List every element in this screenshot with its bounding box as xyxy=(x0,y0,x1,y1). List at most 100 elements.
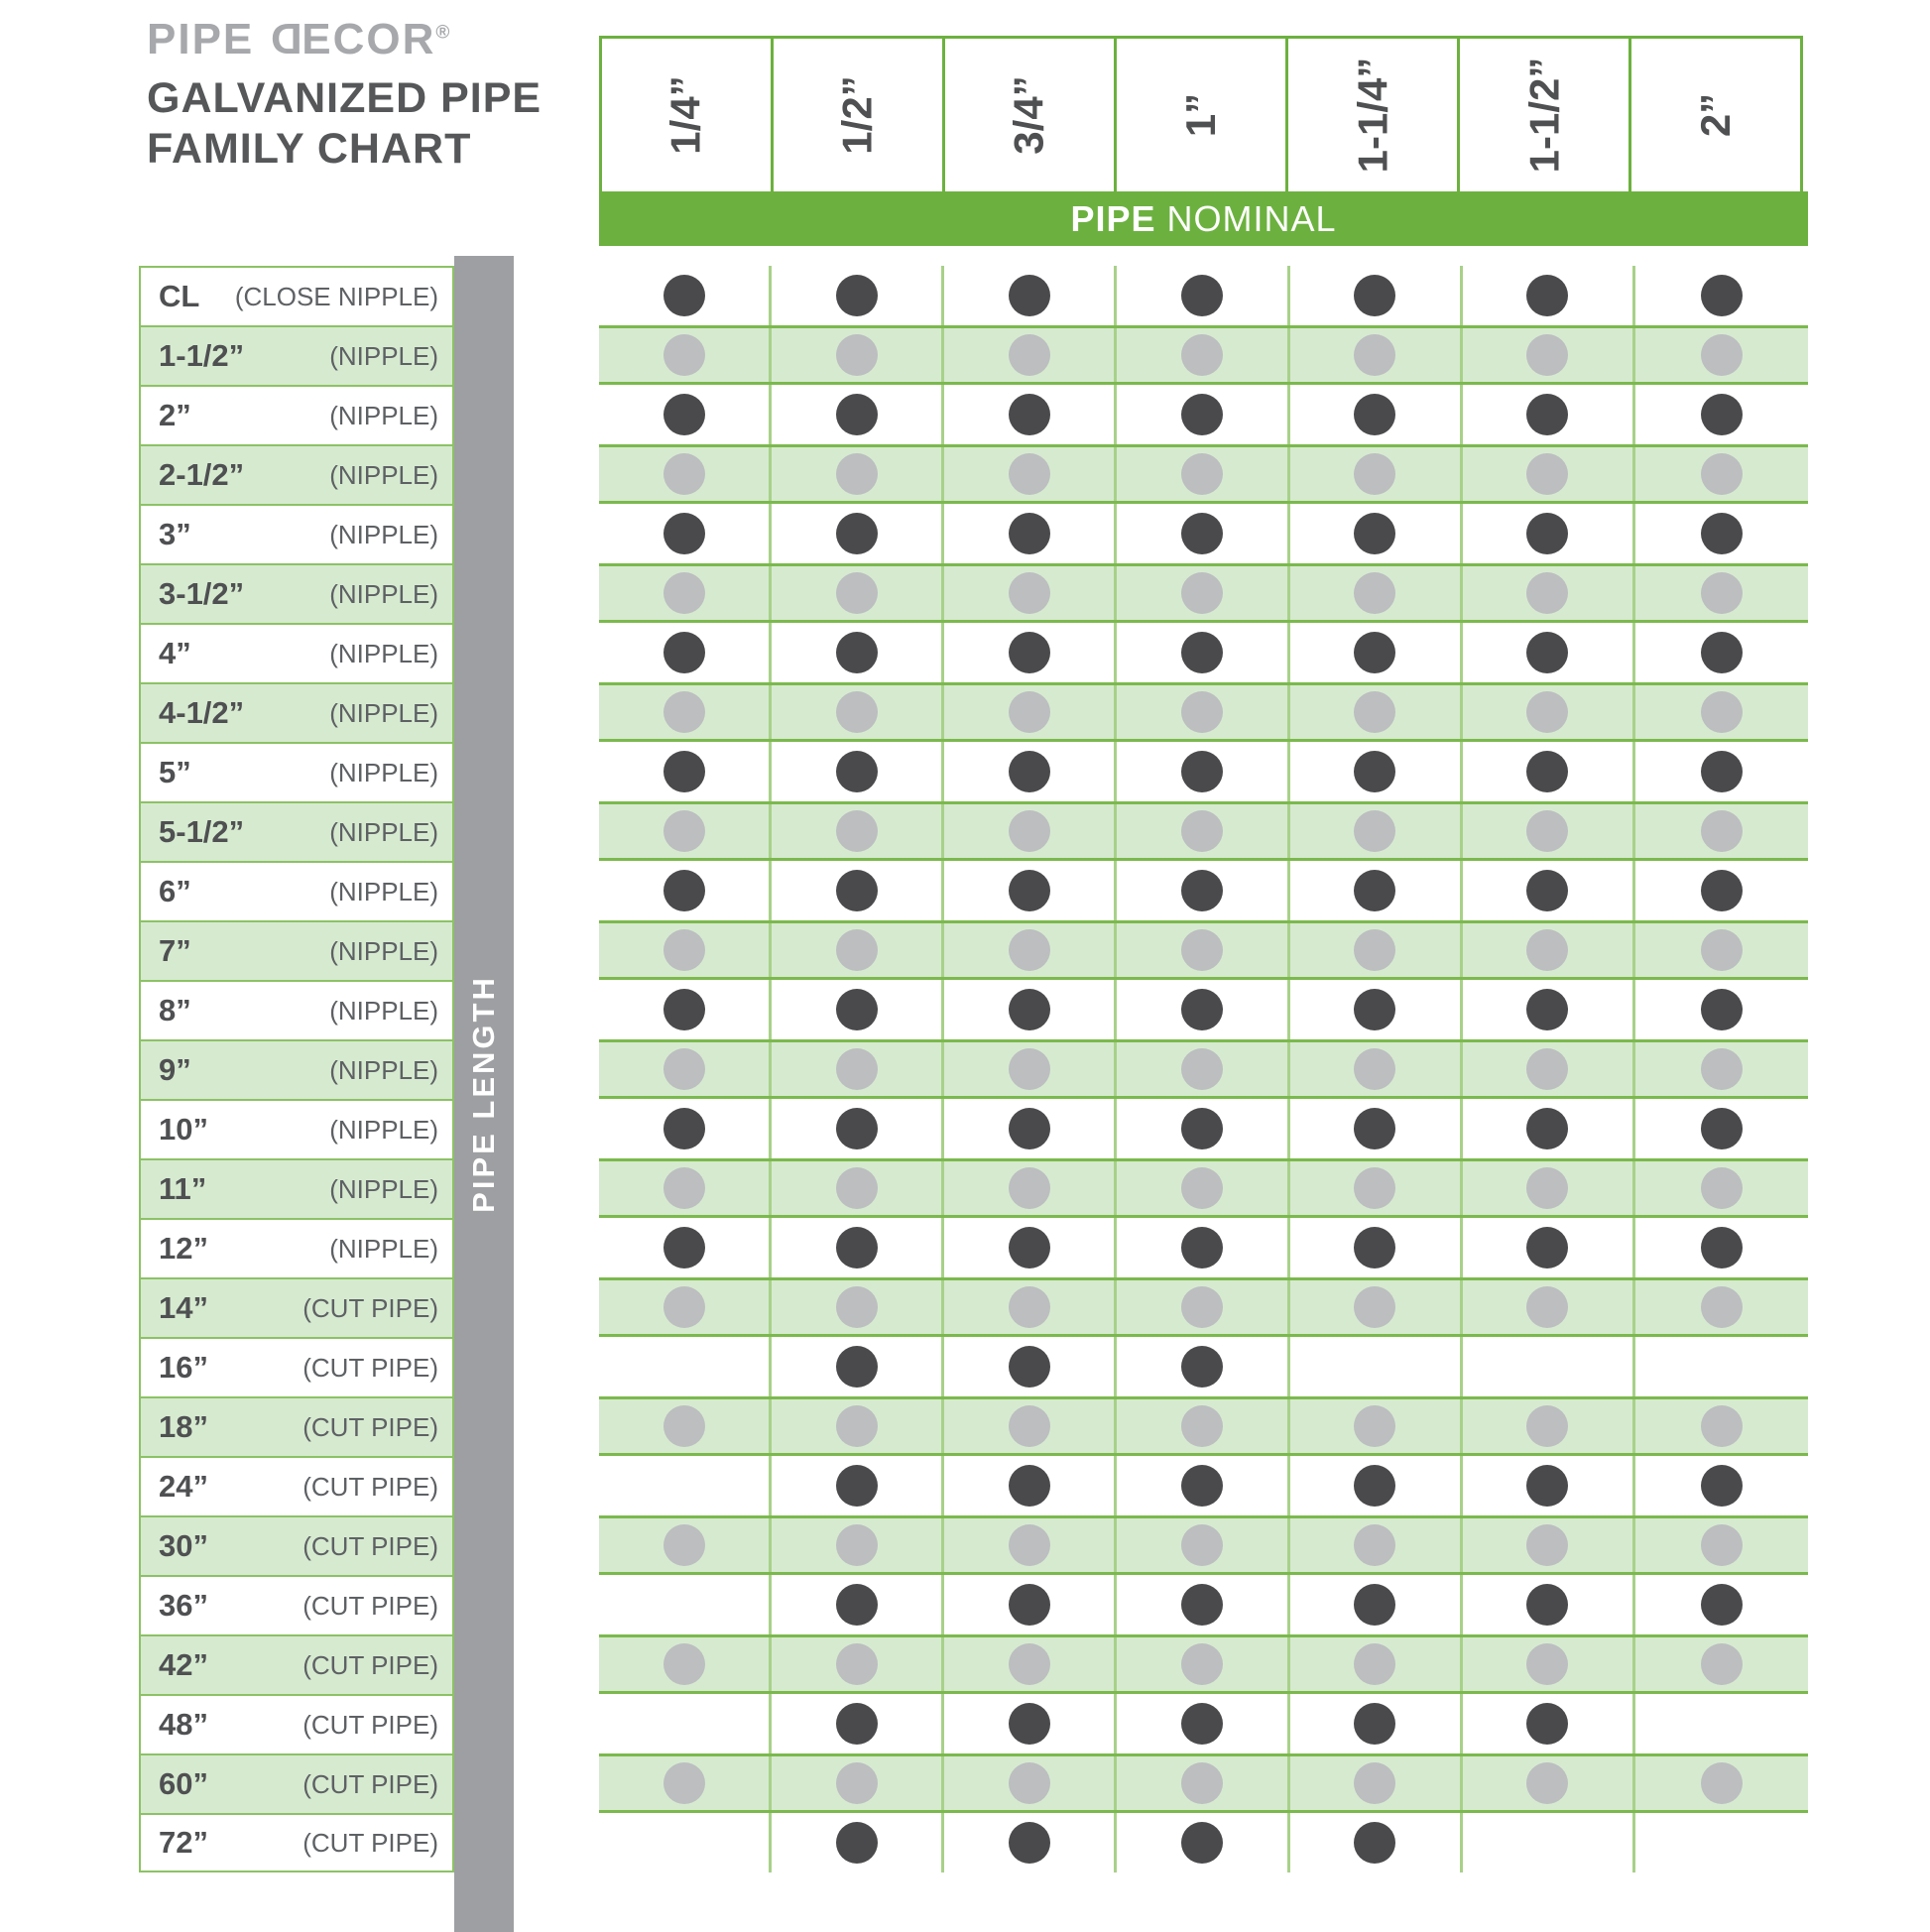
matrix-row xyxy=(599,980,1808,1039)
matrix-cell xyxy=(1290,1694,1463,1753)
row-label-size: 3” xyxy=(159,517,191,551)
availability-dot-icon xyxy=(835,334,878,376)
matrix-cell xyxy=(1290,980,1463,1039)
availability-dot-icon xyxy=(835,453,878,495)
matrix-cell xyxy=(1635,1399,1808,1453)
matrix-cell xyxy=(599,742,773,801)
matrix-cell xyxy=(1635,1637,1808,1691)
matrix-cell xyxy=(944,861,1118,920)
matrix-cell xyxy=(1463,1218,1635,1277)
availability-dot-icon xyxy=(663,751,705,792)
row-label-kind: (CUT PIPE) xyxy=(302,1768,438,1799)
matrix-cell xyxy=(772,742,945,801)
availability-empty xyxy=(1700,1286,1743,1328)
row-label: 5” (NIPPLE) xyxy=(139,742,454,801)
matrix-cell xyxy=(1117,1042,1290,1096)
matrix-cell xyxy=(772,1399,945,1453)
availability-dot-icon xyxy=(1008,1465,1050,1507)
column-header-2: 1/2” xyxy=(771,36,945,194)
availability-dot-icon xyxy=(1526,572,1569,614)
availability-dot-icon xyxy=(1354,1703,1396,1745)
row-label: 3” (NIPPLE) xyxy=(139,504,454,563)
row-label-kind: (NIPPLE) xyxy=(329,459,438,490)
row-label: 1-1/2” (NIPPLE) xyxy=(139,325,454,385)
matrix-cell xyxy=(1635,1280,1808,1334)
matrix-cell xyxy=(599,685,773,739)
availability-dot-icon xyxy=(1180,751,1223,792)
row-label-kind: (CUT PIPE) xyxy=(302,1827,438,1858)
matrix-cell xyxy=(1635,980,1808,1039)
matrix-cell xyxy=(1290,1218,1463,1277)
matrix-cell xyxy=(1635,804,1808,858)
availability-dot-icon xyxy=(835,394,878,435)
matrix-cell xyxy=(1290,266,1463,325)
availability-dot-icon xyxy=(1354,751,1396,792)
matrix-row xyxy=(599,1277,1808,1337)
availability-dot-icon xyxy=(835,1048,878,1090)
matrix-cell xyxy=(944,1694,1118,1753)
matrix-row xyxy=(599,1575,1808,1634)
matrix-cell xyxy=(1463,1637,1635,1691)
availability-empty xyxy=(663,1286,705,1328)
pipe-nominal-axis-label-rest: NOMINAL xyxy=(1155,197,1337,239)
availability-dot-icon xyxy=(1354,1227,1396,1268)
availability-dot-icon xyxy=(835,513,878,554)
column-header-5: 1-1/4” xyxy=(1285,36,1460,194)
row-label-size: 2-1/2” xyxy=(159,457,245,492)
row-label: 60” (CUT PIPE) xyxy=(139,1753,454,1813)
matrix-cell xyxy=(1635,1218,1808,1277)
row-label-column: CL (CLOSE NIPPLE) 1-1/2” (NIPPLE) 2” (NIPPLE)… xyxy=(139,266,454,1872)
availability-dot-icon xyxy=(835,1346,878,1388)
availability-dot-icon xyxy=(1008,1286,1050,1328)
matrix-cell xyxy=(944,1337,1118,1396)
availability-dot-icon xyxy=(1526,513,1569,554)
matrix-cell xyxy=(1117,504,1290,563)
availability-empty xyxy=(1526,334,1569,376)
matrix-cell xyxy=(772,504,945,563)
matrix-cell xyxy=(1463,1456,1635,1515)
matrix-cell xyxy=(599,1694,773,1753)
matrix-row xyxy=(599,1337,1808,1396)
availability-dot-icon xyxy=(1180,453,1223,495)
matrix-cell xyxy=(944,923,1118,977)
availability-dot-icon xyxy=(663,1227,705,1268)
matrix-cell xyxy=(1635,1099,1808,1158)
row-label-size: 10” xyxy=(159,1112,208,1147)
availability-empty xyxy=(663,1762,705,1804)
availability-dot-icon xyxy=(1354,394,1396,435)
matrix-row xyxy=(599,861,1808,920)
matrix-cell xyxy=(1635,1337,1808,1396)
matrix-cell xyxy=(1635,385,1808,444)
availability-dot-icon xyxy=(835,1227,878,1268)
row-label: 12” (NIPPLE) xyxy=(139,1218,454,1277)
row-label-size: 14” xyxy=(159,1290,208,1325)
availability-dot-icon xyxy=(1180,513,1223,554)
availability-matrix xyxy=(599,266,1808,1872)
row-label-size: 12” xyxy=(159,1231,208,1266)
availability-dot-icon xyxy=(1180,1524,1223,1566)
matrix-row xyxy=(599,1634,1808,1694)
row-label-kind: (NIPPLE) xyxy=(329,1054,438,1085)
availability-dot-icon xyxy=(1354,810,1396,852)
matrix-row xyxy=(599,1694,1808,1753)
availability-empty xyxy=(1180,334,1223,376)
matrix-cell xyxy=(772,1456,945,1515)
availability-dot-icon xyxy=(1354,1822,1396,1864)
availability-dot-icon xyxy=(1180,1227,1223,1268)
matrix-cell xyxy=(1463,1337,1635,1396)
matrix-cell xyxy=(1117,447,1290,501)
matrix-cell xyxy=(1290,1042,1463,1096)
row-label-size: 11” xyxy=(159,1171,207,1206)
matrix-cell xyxy=(1463,804,1635,858)
matrix-row xyxy=(599,920,1808,980)
matrix-cell xyxy=(599,1456,773,1515)
matrix-cell xyxy=(1290,1637,1463,1691)
availability-dot-icon xyxy=(1354,1108,1396,1149)
row-label-kind: (CUT PIPE) xyxy=(302,1649,438,1680)
availability-dot-icon xyxy=(1008,751,1050,792)
matrix-cell xyxy=(1635,1456,1808,1515)
matrix-cell xyxy=(1117,266,1290,325)
matrix-cell xyxy=(944,1813,1118,1872)
availability-dot-icon xyxy=(663,334,705,376)
row-label-kind: (NIPPLE) xyxy=(329,697,438,728)
